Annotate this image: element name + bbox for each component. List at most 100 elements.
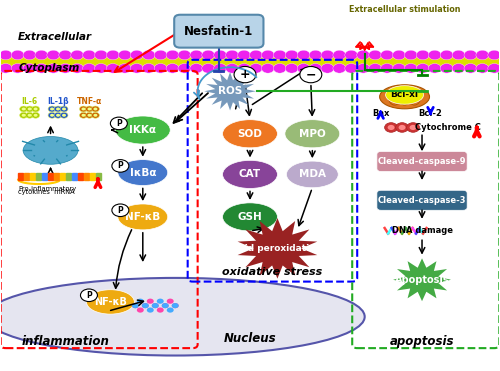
Circle shape [59,63,72,73]
Circle shape [130,63,143,73]
Circle shape [488,63,500,73]
Text: IL-6: IL-6 [22,97,38,106]
Ellipse shape [285,120,340,148]
Text: Apoptosis: Apoptosis [394,275,450,285]
Circle shape [48,112,56,118]
Text: cytokines  mRNA: cytokines mRNA [18,189,75,195]
Text: Cleaved-caspase-9: Cleaved-caspase-9 [378,157,466,166]
Circle shape [28,114,32,117]
Circle shape [142,63,155,73]
Circle shape [226,63,238,73]
Circle shape [26,112,34,118]
Circle shape [62,108,66,111]
Polygon shape [238,218,318,279]
Bar [60,173,65,180]
Circle shape [48,106,56,112]
Circle shape [11,50,24,60]
Circle shape [130,50,143,60]
Circle shape [22,114,26,117]
Text: P: P [116,119,121,128]
Circle shape [152,303,159,308]
Circle shape [34,108,38,111]
Circle shape [60,106,68,112]
Circle shape [178,63,191,73]
Circle shape [404,63,417,73]
Circle shape [476,63,489,73]
Ellipse shape [116,116,170,144]
Circle shape [285,63,298,73]
Circle shape [410,125,416,130]
Circle shape [166,308,173,313]
Bar [0,53,500,70]
Polygon shape [204,72,256,111]
Circle shape [464,50,477,60]
Bar [84,173,89,180]
Circle shape [154,63,167,73]
Circle shape [250,63,262,73]
Text: Pro-inflammatory: Pro-inflammatory [18,186,76,191]
Text: Extracellular stimulation: Extracellular stimulation [349,6,461,14]
Circle shape [440,63,453,73]
Text: SOD: SOD [238,129,262,139]
Circle shape [345,63,358,73]
Bar [96,173,101,180]
Circle shape [82,114,86,117]
Circle shape [157,299,164,304]
Text: MDA: MDA [299,170,326,180]
Circle shape [190,50,203,60]
Circle shape [202,50,215,60]
Text: Bcl-xl: Bcl-xl [390,91,418,99]
Circle shape [380,50,394,60]
Text: Extracellular: Extracellular [18,32,92,42]
Circle shape [154,50,167,60]
FancyBboxPatch shape [377,151,467,171]
Bar [36,173,41,180]
Circle shape [162,303,168,308]
Polygon shape [393,258,451,301]
Circle shape [132,303,139,308]
Circle shape [56,108,60,111]
Circle shape [50,114,54,117]
Bar [24,173,29,180]
Circle shape [20,106,28,112]
Circle shape [88,108,92,111]
Circle shape [300,66,322,83]
Circle shape [82,50,96,60]
Text: IκBα: IκBα [130,168,156,178]
Text: −: − [306,68,316,81]
Circle shape [23,63,36,73]
Text: lipid peroxidation: lipid peroxidation [232,244,322,253]
Circle shape [190,63,203,73]
Circle shape [118,50,132,60]
Circle shape [166,50,179,60]
Circle shape [309,63,322,73]
Circle shape [356,63,370,73]
Text: +: + [240,68,250,81]
Bar [72,173,77,180]
Circle shape [142,303,149,308]
Circle shape [26,106,34,112]
Ellipse shape [222,160,278,188]
Circle shape [297,63,310,73]
Text: NF-κB: NF-κB [125,212,160,222]
Circle shape [392,50,406,60]
Circle shape [452,63,465,73]
Circle shape [22,108,26,111]
Ellipse shape [222,120,278,148]
Circle shape [297,50,310,60]
Circle shape [214,63,226,73]
Circle shape [384,123,398,132]
Circle shape [274,63,286,73]
Ellipse shape [23,137,78,164]
Circle shape [162,303,168,308]
Circle shape [416,63,430,73]
Circle shape [142,303,149,308]
Circle shape [32,112,40,118]
Circle shape [309,50,322,60]
Circle shape [82,108,86,111]
Text: Cytoplasm: Cytoplasm [18,63,80,73]
Text: Cytochrome C: Cytochrome C [414,123,480,132]
Circle shape [274,50,286,60]
Circle shape [416,50,430,60]
Circle shape [54,106,62,112]
